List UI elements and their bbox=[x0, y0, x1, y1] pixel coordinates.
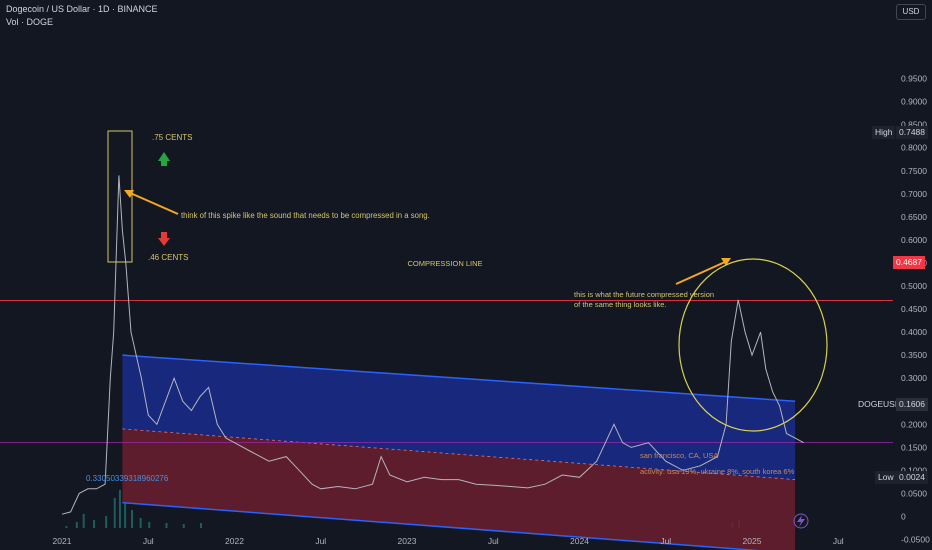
activity-note: activity: usa 19%, ukraine 8%, south kor… bbox=[640, 467, 795, 476]
volume-bar bbox=[148, 522, 151, 528]
x-tick-label: 2021 bbox=[53, 536, 72, 546]
high-label: High bbox=[872, 126, 896, 139]
volume-bar bbox=[113, 498, 116, 528]
volume-bar bbox=[139, 518, 142, 528]
y-tick-label: 0.4000 bbox=[901, 327, 927, 337]
x-axis: 2021 Jul 2022 Jul 2023 Jul 2024 Jul 2025 Jul bbox=[53, 536, 844, 546]
low-label: Low bbox=[875, 471, 897, 484]
spike-arrow-head bbox=[124, 190, 134, 198]
spike-arrow bbox=[127, 191, 179, 215]
y-tick-label: -0.0500 bbox=[901, 535, 930, 545]
y-tick-label: 0.9500 bbox=[901, 74, 927, 84]
future-arrow-head bbox=[721, 258, 731, 266]
x-tick-label: 2024 bbox=[570, 536, 589, 546]
y-tick-label: 0.1000 bbox=[901, 465, 927, 475]
horizontal-lines bbox=[0, 300, 893, 443]
volume-bar bbox=[124, 502, 127, 528]
low-value: 0.0024 bbox=[896, 471, 928, 484]
symbol-label: DOGEUSD bbox=[855, 398, 904, 411]
x-tick-label: 2025 bbox=[743, 536, 762, 546]
volume-bar bbox=[165, 523, 168, 528]
future-arrow bbox=[675, 261, 726, 285]
future-circle bbox=[678, 258, 828, 432]
annotations: .75 CENTS .46 CENTS think of this spike li… bbox=[86, 130, 828, 529]
y-tick-label: 0.6500 bbox=[901, 212, 927, 222]
volume-bar bbox=[82, 514, 85, 528]
compression-line-label: COMPRESSION LINE bbox=[407, 259, 482, 268]
y-tick-label: 0.7500 bbox=[901, 166, 927, 176]
spike-highlight-box bbox=[107, 130, 133, 263]
y-tick-label: 0.0500 bbox=[901, 488, 927, 498]
x-tick-label: 2022 bbox=[225, 536, 244, 546]
lightning-icon bbox=[793, 513, 809, 529]
channel-lower-line bbox=[122, 501, 761, 550]
x-tick-label: Jul bbox=[660, 536, 671, 546]
channel-lower-fill bbox=[122, 428, 796, 550]
x-tick-label: Jul bbox=[315, 536, 326, 546]
symbol-price-tag: 0.1606 bbox=[896, 398, 928, 411]
x-tick-label: Jul bbox=[143, 536, 154, 546]
channel-upper-line bbox=[122, 354, 796, 402]
x-tick-label: Jul bbox=[833, 536, 844, 546]
y-tick-label: 0.1500 bbox=[901, 442, 927, 452]
volume-label: Vol · DOGE bbox=[6, 17, 54, 27]
y-tick-label: 0.7000 bbox=[901, 189, 927, 199]
price-line bbox=[61, 175, 804, 515]
x-tick-label: Jul bbox=[488, 536, 499, 546]
volume-bar bbox=[200, 523, 202, 528]
spike-note: think of this spike like the sound that … bbox=[181, 211, 430, 220]
y-tick-label: 0.5000 bbox=[901, 281, 927, 291]
y-tick-label: 0 bbox=[901, 512, 906, 522]
channel-value-label: 0.33050339318960276 bbox=[86, 474, 169, 483]
x-tick-label: 2023 bbox=[398, 536, 417, 546]
volume-bar bbox=[75, 522, 78, 528]
price-series bbox=[61, 175, 804, 515]
lightning-glyph bbox=[797, 515, 805, 527]
down-arrow-icon bbox=[158, 232, 170, 246]
volume-bar bbox=[93, 520, 96, 528]
mid-target-label: .46 CENTS bbox=[148, 253, 188, 262]
future-note-line2: of the same thing looks like. bbox=[574, 300, 667, 309]
y-tick-label: 0.4500 bbox=[901, 304, 927, 314]
top-target-label: .75 CENTS bbox=[152, 133, 192, 142]
up-arrow-icon bbox=[158, 152, 170, 166]
regression-channel bbox=[122, 354, 796, 550]
future-note-line1: this is what the future compressed versi… bbox=[574, 290, 714, 299]
high-value: 0.7488 bbox=[896, 126, 928, 139]
channel-mid-line bbox=[122, 428, 796, 481]
location-note: san francisco, CA, USA bbox=[640, 451, 718, 460]
volume-bar bbox=[182, 524, 185, 528]
y-tick-label: 0.2000 bbox=[901, 419, 927, 429]
y-tick-label: 0.9000 bbox=[901, 97, 927, 107]
y-tick-label: 0.8000 bbox=[901, 143, 927, 153]
y-tick-label: 0.3000 bbox=[901, 373, 927, 383]
y-tick-label: 0.3500 bbox=[901, 350, 927, 360]
compression-price-tag: 0.4687 bbox=[893, 256, 925, 269]
channel-upper-fill bbox=[122, 355, 796, 480]
volume-bar bbox=[65, 526, 68, 528]
chart-title: Dogecoin / US Dollar · 1D · BINANCE bbox=[6, 4, 158, 14]
y-tick-label: 0.6000 bbox=[901, 235, 927, 245]
volume-bar bbox=[131, 510, 133, 528]
volume-bar bbox=[105, 516, 108, 528]
currency-button[interactable]: USD bbox=[896, 4, 926, 20]
y-tick-label: 0.8500 bbox=[901, 120, 927, 130]
volume-bar bbox=[118, 490, 121, 528]
